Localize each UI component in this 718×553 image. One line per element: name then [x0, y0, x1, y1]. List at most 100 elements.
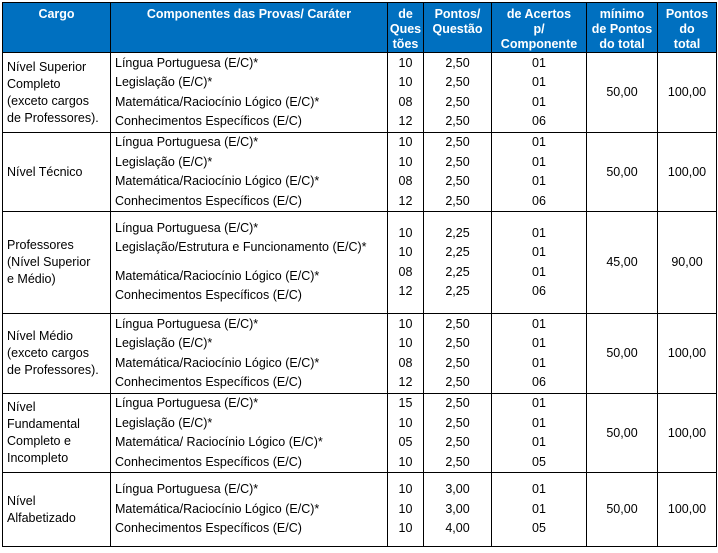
total-cell: 100,00	[657, 52, 717, 133]
questoes-value: 10	[398, 501, 413, 516]
questoes-value: 10	[398, 316, 413, 331]
pontos-value: 2,50	[445, 114, 470, 128]
questoes-value: 08	[398, 264, 413, 279]
pontos-value: 2,50	[445, 75, 470, 89]
componente-item: Conhecimentos Específicos (E/C)	[115, 288, 302, 303]
componente-item: Conhecimentos Específicos (E/C)	[115, 521, 302, 536]
questoes-value: 08	[398, 94, 413, 109]
componente-item: Língua Portuguesa (E/C)*	[115, 482, 259, 497]
header-questoes-line: Ques	[389, 22, 422, 36]
header-pontos-total: Pontos do total	[657, 2, 717, 53]
acertos-value: 01	[532, 174, 546, 188]
questoes-value: 10	[398, 245, 413, 259]
cargo-line: Nível Superior	[7, 59, 87, 74]
acertos-value: 05	[532, 521, 546, 536]
cargo-line: (exceto cargos	[7, 93, 89, 108]
header-minimo-line: mínimo	[599, 7, 645, 21]
cargo-line: Incompleto	[7, 451, 69, 465]
acertos-value: 01	[532, 154, 546, 169]
acertos-cell: 01 01 05	[491, 472, 587, 547]
pontos-value: 4,00	[445, 521, 470, 536]
acertos-value: 01	[532, 316, 546, 331]
pontos-value: 2,50	[445, 454, 470, 469]
questoes-value: 12	[398, 193, 413, 208]
questoes-value: 10	[398, 225, 413, 240]
cargo-line: Nível Técnico	[7, 164, 83, 179]
questoes-value: 10	[398, 336, 413, 350]
cargo-line: Completo	[7, 76, 61, 91]
componente-item: Matemática/Raciocínio Lógico (E/C)*	[115, 94, 320, 109]
header-minimo: mínimo de Pontos do total	[586, 2, 658, 53]
pontos-cell: 2,50 2,50 2,50 2,50	[423, 393, 492, 473]
pontos-value: 2,25	[445, 264, 470, 279]
questoes-value: 12	[398, 284, 413, 298]
cargo-cell: Nível Alfabetizado	[2, 472, 111, 547]
pontos-value: 2,50	[445, 193, 470, 208]
header-cargo: Cargo	[2, 2, 111, 53]
componente-item: Matemática/Raciocínio Lógico (E/C)*	[115, 174, 320, 188]
componente-item: Conhecimentos Específicos (E/C)	[115, 454, 302, 469]
table-row: Nível Superior Completo (exceto cargos d…	[2, 52, 717, 133]
header-pontos-questao: Pontos/ Questão	[423, 2, 492, 53]
pontos-cell: 2,25 2,25 2,25 2,25	[423, 211, 492, 314]
questoes-cell: 10 10 08 12	[387, 313, 424, 394]
header-componentes: Componentes das Provas/ Caráter	[110, 2, 388, 53]
acertos-cell: 01 01 01 06	[491, 132, 587, 212]
cargo-cell: Nível Médio (exceto cargos de Professore…	[2, 313, 111, 394]
cargo-line: Nível	[7, 400, 36, 414]
acertos-value: 01	[532, 245, 546, 259]
cargo-line: (exceto cargos	[7, 346, 89, 360]
acertos-value: 01	[532, 94, 546, 109]
cargo-cell: Nível Técnico	[2, 132, 111, 212]
cargo-line: (Nível Superior	[7, 255, 91, 269]
acertos-cell: 01 01 01 05	[491, 393, 587, 473]
header-questoes: de Ques tões	[387, 2, 424, 53]
minimo-cell: 50,00	[586, 472, 658, 547]
acertos-value: 06	[532, 284, 546, 298]
questoes-value: 10	[398, 75, 413, 89]
pontos-value: 2,50	[445, 375, 470, 389]
acertos-value: 06	[532, 193, 546, 208]
cargo-line: Professores	[7, 238, 74, 252]
cargo-line: Fundamental	[7, 417, 80, 431]
pontos-value: 2,50	[445, 316, 470, 331]
header-acertos-line: Componente	[500, 37, 578, 51]
acertos-value: 01	[532, 501, 546, 516]
total-cell: 100,00	[657, 132, 717, 212]
questoes-value: 12	[398, 375, 413, 389]
componente-item: Língua Portuguesa (E/C)*	[115, 396, 259, 410]
acertos-value: 01	[532, 336, 546, 350]
questoes-value: 10	[398, 135, 413, 149]
componentes-cell: Língua Portuguesa (E/C)* Legislação (E/C…	[110, 132, 388, 212]
pontos-value: 2,50	[445, 174, 470, 188]
acertos-value: 06	[532, 114, 546, 128]
total-cell: 100,00	[657, 472, 717, 547]
cargo-cell: Nível Fundamental Completo e Incompleto	[2, 393, 111, 473]
minimo-cell: 50,00	[586, 132, 658, 212]
minimo-cell: 45,00	[586, 211, 658, 314]
componente-item: Matemática/Raciocínio Lógico (E/C)*	[115, 268, 320, 283]
questoes-value: 12	[398, 114, 413, 128]
acertos-value: 01	[532, 396, 546, 410]
total-cell: 100,00	[657, 393, 717, 473]
componente-item: Língua Portuguesa (E/C)*	[115, 135, 259, 149]
componentes-cell: Língua Portuguesa (E/C)* Legislação/Estr…	[110, 211, 388, 314]
header-pontos-total-line: total	[673, 37, 701, 51]
acertos-value: 05	[532, 454, 546, 469]
total-cell: 90,00	[657, 211, 717, 314]
cargo-line: e Médio)	[7, 272, 56, 286]
questoes-value: 10	[398, 154, 413, 169]
componente-item: Conhecimentos Específicos (E/C)	[115, 114, 302, 128]
questoes-cell: 15 10 05 10	[387, 393, 424, 473]
header-acertos-line: p/	[533, 22, 545, 36]
acertos-value: 01	[532, 55, 546, 70]
questoes-value: 10	[398, 454, 413, 469]
pontos-value: 2,25	[445, 245, 470, 259]
minimo-cell: 50,00	[586, 313, 658, 394]
pontos-value: 2,25	[445, 225, 470, 240]
pontos-value: 3,00	[445, 482, 470, 497]
acertos-value: 01	[532, 415, 546, 430]
pontos-cell: 3,00 3,00 4,00	[423, 472, 492, 547]
header-questoes-line: de	[398, 7, 413, 21]
table-row: Nível Técnico Língua Portuguesa (E/C)* L…	[2, 132, 717, 212]
